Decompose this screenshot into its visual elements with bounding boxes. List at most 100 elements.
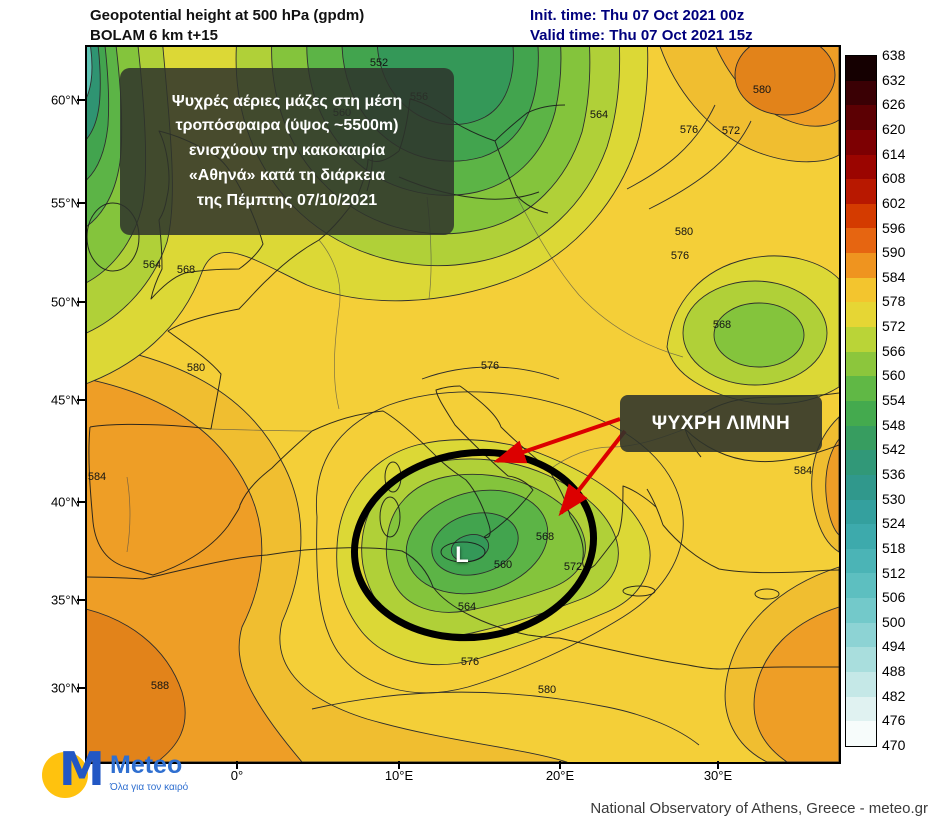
lat-label: 60°N	[50, 92, 80, 108]
colorbar-cell	[846, 56, 876, 81]
colorbar-cell	[846, 622, 876, 648]
colorbar-cell	[846, 548, 876, 574]
colorbar-tick-label: 506	[882, 589, 906, 606]
colorbar-tick-label: 638	[882, 47, 906, 63]
colorbar-tick-label: 578	[882, 293, 906, 310]
colorbar-cell	[846, 573, 876, 599]
lat-tick	[77, 599, 85, 601]
colorbar-tick-label: 512	[882, 564, 906, 581]
colorbar-tick-label: 518	[882, 539, 906, 556]
colorbar-cell	[846, 154, 876, 180]
lon-tick	[717, 761, 719, 769]
colorbar-cell	[846, 647, 876, 673]
colorbar-cell	[846, 376, 876, 401]
lon-label: 20°E	[545, 768, 575, 783]
colorbar-cells	[846, 56, 876, 746]
logo-sun-circle	[42, 752, 88, 798]
info-box-line: Ψυχρές αέριες μάζες στη μέση	[171, 92, 403, 110]
colorbar-cell	[846, 598, 876, 623]
lat-label: 55°N	[50, 195, 80, 211]
colorbar-tick-label: 482	[882, 687, 906, 704]
info-box-line: τροπόσφαιρα (ύψος ~5500m)	[175, 117, 399, 135]
colorbar-cell	[846, 351, 876, 377]
colorbar-tick-label: 548	[882, 416, 906, 433]
colorbar-cell	[846, 672, 876, 697]
colorbar-tick-label: 488	[882, 663, 906, 680]
colorbar-tick-label: 590	[882, 244, 906, 261]
colorbar-cell	[846, 721, 876, 746]
map-title: Geopotential height at 500 hPa (gpdm)	[90, 7, 365, 24]
lon-tick	[398, 761, 400, 769]
lat-tick	[77, 501, 85, 503]
colorbar-cell	[846, 277, 876, 303]
lat-label: 45°N	[50, 392, 80, 408]
colorbar-tick-label: 560	[882, 367, 906, 384]
colorbar-cell	[846, 179, 876, 204]
init-time-label: Init. time: Thu 07 Oct 2021 00z	[530, 7, 745, 24]
lat-tick	[77, 99, 85, 101]
colorbar-tick-label: 530	[882, 490, 906, 507]
colorbar-tick-label: 620	[882, 120, 906, 137]
cold-pool-label-box: ΨΥΧΡΗ ΛΙΜΝΗ	[620, 395, 822, 452]
geopotential-map: 5525605565645765725805645685805845885765…	[85, 45, 841, 764]
lat-label: 40°N	[50, 494, 80, 510]
colorbar-cell	[846, 425, 876, 451]
low-pressure-marker: L	[455, 542, 469, 567]
colorbar-cell	[846, 302, 876, 328]
colorbar-tick-label: 584	[882, 268, 906, 285]
colorbar-cell	[846, 253, 876, 278]
info-annotation-box: Ψυχρές αέριες μάζες στη μέση τροπόσφαιρα …	[120, 68, 454, 235]
colorbar-tick-label: 470	[882, 737, 906, 753]
header-left: Geopotential height at 500 hPa (gpdm) BO…	[90, 6, 364, 47]
colorbar-tick-label: 614	[882, 145, 906, 162]
lon-tick	[236, 761, 238, 769]
logo-tagline: Όλα για τον καιρό	[110, 781, 189, 793]
colorbar-tick-label: 524	[882, 515, 906, 532]
info-box-line: ενισχύουν την κακοκαιρία	[188, 142, 386, 160]
colorbar-cell	[846, 228, 876, 254]
colorbar-tick-label: 566	[882, 342, 906, 359]
colorbar-cell	[846, 524, 876, 549]
lat-tick	[77, 399, 85, 401]
colorbar-cell	[846, 105, 876, 130]
colorbar-tick-label: 608	[882, 170, 906, 187]
logo-mark: M	[42, 742, 106, 804]
colorbar-cell	[846, 499, 876, 525]
colorbar	[845, 55, 877, 747]
header-right: Init. time: Thu 07 Oct 2021 00z Valid ti…	[530, 6, 753, 47]
colorbar-tick-label: 632	[882, 71, 906, 88]
colorbar-tick-label: 542	[882, 441, 906, 458]
colorbar-tick-label: 596	[882, 219, 906, 236]
info-box-line: «Αθηνά» κατά τη διάρκεια	[188, 166, 386, 184]
lon-label: 10°E	[384, 768, 414, 783]
lon-tick	[559, 761, 561, 769]
colorbar-cell	[846, 696, 876, 722]
colorbar-cell	[846, 327, 876, 352]
colorbar-tick-label: 494	[882, 638, 906, 655]
colorbar-cell	[846, 450, 876, 475]
meteo-logo: M Meteo Όλα για τον καιρό	[42, 742, 189, 804]
lon-label: 30°E	[703, 768, 733, 783]
colorbar-cell	[846, 129, 876, 155]
lat-label: 30°N	[50, 680, 80, 696]
colorbar-tick-label: 500	[882, 613, 906, 630]
colorbar-cell	[846, 474, 876, 500]
valid-time-label: Valid time: Thu 07 Oct 2021 15z	[530, 27, 753, 45]
lat-label: 35°N	[50, 592, 80, 608]
info-box-line: της Πέμπτης 07/10/2021	[196, 191, 378, 209]
lat-tick	[77, 687, 85, 689]
colorbar-cell	[846, 80, 876, 106]
colorbar-cell	[846, 400, 876, 426]
logo-name: Meteo	[110, 751, 183, 779]
logo-m-letter: M	[59, 742, 105, 796]
colorbar-tick-label: 476	[882, 712, 906, 729]
lat-tick	[77, 202, 85, 204]
lon-label: 0°	[230, 768, 244, 783]
colorbar-tick-label: 554	[882, 392, 906, 408]
lat-tick	[77, 301, 85, 303]
credit-text: National Observatory of Athens, Greece -…	[590, 800, 928, 817]
colorbar-labels: 638 632 626 620 614 608 602 596 590 584 578 572 566 5…	[882, 47, 930, 753]
colorbar-tick-label: 602	[882, 194, 906, 211]
colorbar-cell	[846, 203, 876, 229]
lat-label: 50°N	[50, 294, 80, 310]
